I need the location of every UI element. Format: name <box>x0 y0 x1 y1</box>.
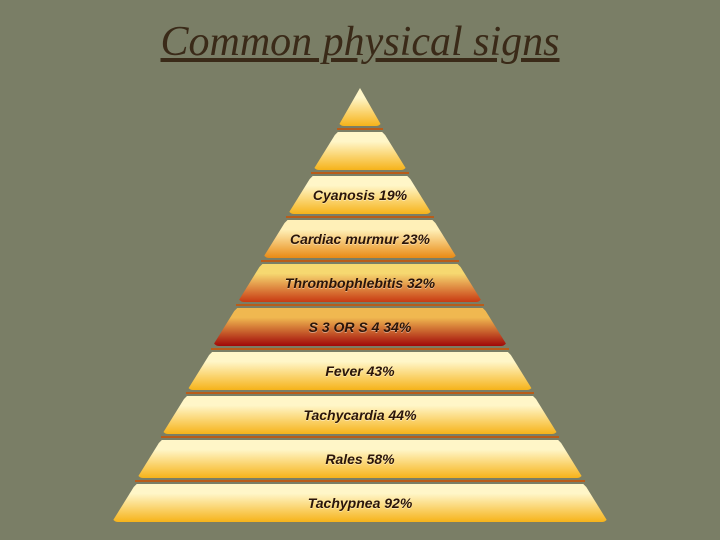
pyramid-band-label: Cyanosis 19% <box>313 187 407 203</box>
pyramid-band: S 3 OR S 4 34% <box>213 308 508 346</box>
pyramid-band: Fever 43% <box>187 352 532 390</box>
pyramid-divider <box>135 480 584 482</box>
pyramid-band-label: Thrombophlebitis 32% <box>285 275 435 291</box>
pyramid-band: Thrombophlebitis 32% <box>238 264 483 302</box>
page-title: Common physical signs <box>0 18 720 66</box>
pyramid-band: Cyanosis 19% <box>288 176 432 214</box>
pyramid-divider <box>286 216 433 218</box>
pyramid-divider <box>186 392 535 394</box>
pyramid-band-label: Tachycardia 44% <box>303 407 416 423</box>
pyramid-divider <box>211 348 509 350</box>
pyramid-band-label: Cardiac murmur 23% <box>290 231 430 247</box>
pyramid-band-label: S 3 OR S 4 34% <box>309 319 412 335</box>
pyramid-diagram: Cyanosis 19% Cardiac murmur 23% Thrombophl… <box>112 88 608 522</box>
pyramid-band-label: Tachypnea 92% <box>308 495 413 511</box>
pyramid-band: Tachypnea 92% <box>112 484 608 522</box>
pyramid-band <box>313 132 407 170</box>
pyramid-band: Tachycardia 44% <box>162 396 557 434</box>
pyramid-divider <box>161 436 560 438</box>
pyramid-divider <box>337 128 384 130</box>
pyramid-band-label: Rales 58% <box>325 451 394 467</box>
pyramid-band: Rales 58% <box>137 440 583 478</box>
pyramid-band: Cardiac murmur 23% <box>263 220 457 258</box>
pyramid-band <box>338 88 381 126</box>
pyramid-band-label: Fever 43% <box>325 363 394 379</box>
pyramid-divider <box>236 304 484 306</box>
pyramid-divider <box>311 172 408 174</box>
pyramid-divider <box>261 260 459 262</box>
